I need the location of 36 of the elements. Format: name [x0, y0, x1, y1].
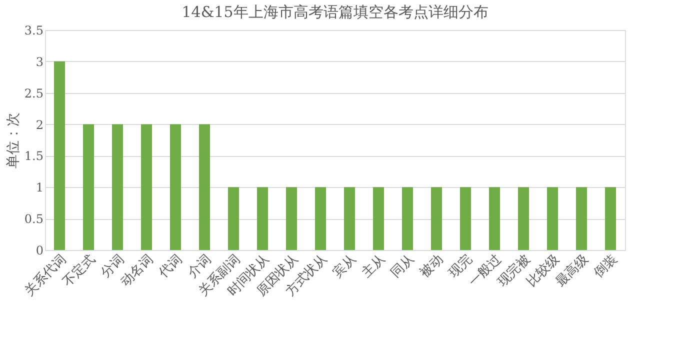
- bar: [228, 187, 239, 250]
- x-tick-label: 代词: [156, 252, 186, 282]
- x-tick-label: 被动: [417, 252, 446, 281]
- bar: [170, 124, 181, 250]
- x-tick-label: 宾从: [330, 251, 360, 281]
- bar: [460, 187, 471, 250]
- y-tick-label: 0.5: [24, 212, 44, 226]
- bar: [141, 124, 152, 250]
- bar: [257, 187, 268, 250]
- bar: [518, 187, 529, 250]
- bar: [54, 61, 65, 250]
- x-tick-label: 主从: [358, 251, 388, 281]
- bar: [373, 187, 384, 250]
- x-tick-label: 同从: [388, 252, 418, 281]
- y-tick-label: 0: [36, 244, 44, 258]
- bar: [431, 187, 442, 250]
- chart-title: 14&15年上海市高考语篇填空各考点详细分布: [182, 3, 488, 21]
- bar: [344, 187, 355, 250]
- x-tick-label: 倒装: [591, 252, 620, 281]
- bar: [547, 187, 558, 250]
- y-tick-label: 3.5: [24, 24, 44, 38]
- y-axis-title: 单位：次: [5, 112, 22, 168]
- bar: [605, 187, 616, 250]
- y-tick-label: 1: [36, 180, 44, 195]
- bar: [489, 187, 500, 250]
- y-tick-label: 1.5: [24, 149, 44, 164]
- bar: [199, 124, 210, 250]
- bar: [112, 124, 123, 250]
- bar: [576, 187, 587, 250]
- bar: [286, 187, 297, 250]
- bar: [315, 187, 326, 250]
- y-tick-label: 2: [36, 118, 44, 132]
- y-tick-label: 3: [36, 54, 44, 69]
- y-tick-label: 2.5: [24, 86, 44, 100]
- bar: [402, 187, 413, 250]
- bar: [83, 124, 94, 250]
